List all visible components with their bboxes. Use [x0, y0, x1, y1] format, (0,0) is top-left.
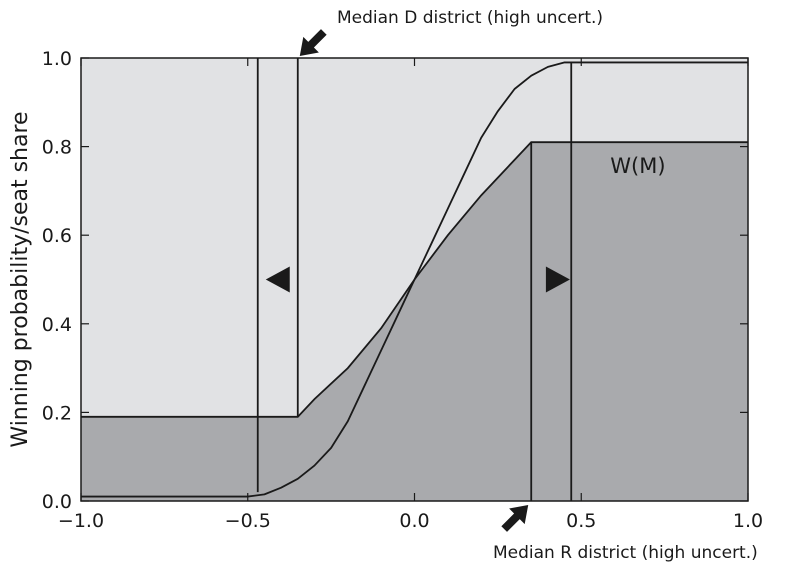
x-tick-label: −1.0: [58, 510, 104, 532]
y-axis-label: Winning probability/seat share: [8, 111, 33, 447]
x-tick-label: 0.5: [566, 510, 596, 532]
overlay: −1.0 −0.5 0.0 0.5 1.0 0.0 0.2 0.4 0.6 0.8 1.0 Winni…: [8, 8, 763, 563]
arrow-median-d: [299, 29, 327, 56]
steep-sigmoid-line: [81, 61, 748, 498]
direction-marker-right: [545, 266, 570, 293]
annotation-median-d: Median D district (high uncert.): [337, 8, 603, 28]
annotation-wm: W(M): [610, 154, 665, 178]
y-tick-label: 1.0: [42, 48, 72, 70]
y-tick-label: 0.6: [42, 225, 72, 247]
x-tick-label: 1.0: [733, 510, 763, 532]
y-tick-label: 0.0: [42, 491, 72, 513]
arrow-median-r-shape: [501, 505, 529, 532]
x-tick-label: −0.5: [225, 510, 271, 532]
y-tick-label: 0.4: [42, 314, 72, 336]
plot-area: [80, 57, 749, 502]
x-tick-label: 0.0: [399, 510, 429, 532]
arrow-median-r: [501, 505, 529, 532]
arrow-median-d-shape: [299, 29, 327, 56]
annotation-median-r: Median R district (high uncert.): [493, 543, 758, 563]
y-tick-label: 0.8: [42, 137, 72, 159]
direction-marker-left: [265, 266, 290, 293]
shaded-region: [81, 142, 748, 502]
y-tick-label: 0.2: [42, 402, 72, 424]
